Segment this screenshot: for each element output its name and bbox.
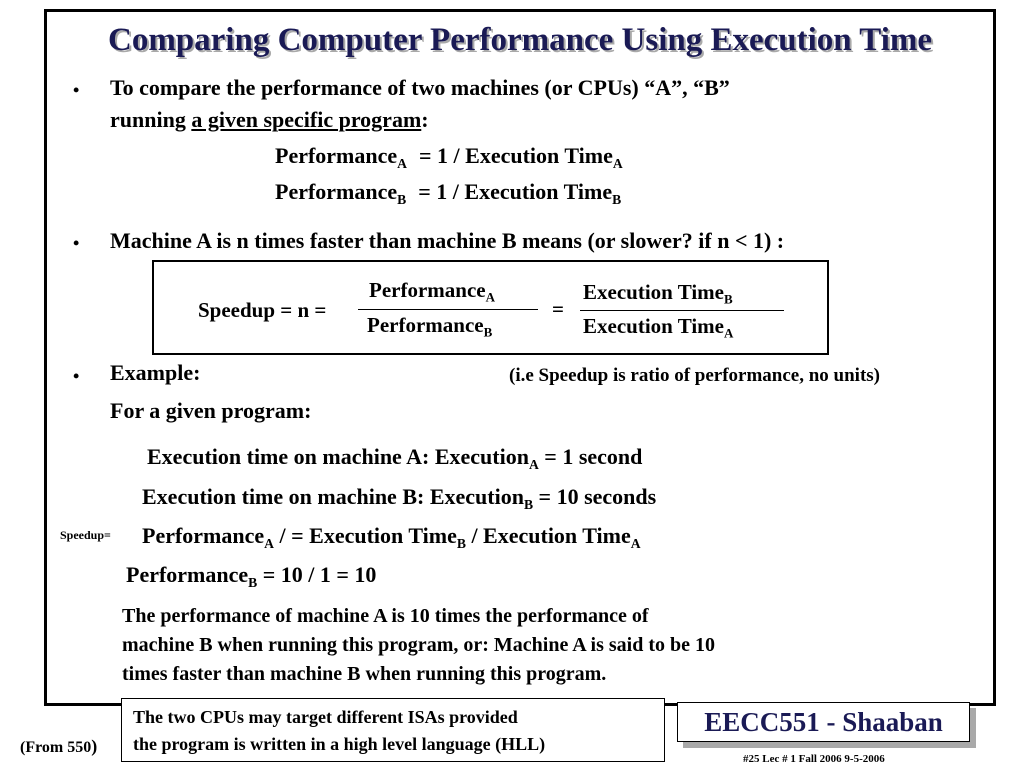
speedup-small-label: Speedup=: [60, 528, 111, 542]
speedup-num1: PerformanceA: [369, 278, 496, 305]
isa-note-line-2: the program is written in a high level l…: [133, 734, 546, 754]
slide-title: Comparing Computer Performance Using Exe…: [107, 22, 933, 58]
perf-a-word: Performance: [275, 143, 398, 168]
den1-sub: B: [483, 324, 493, 340]
given-program: For a given program:: [110, 398, 312, 423]
ratio-s3: A: [630, 535, 641, 551]
den2-word: Execution Time: [583, 314, 724, 338]
bullet1-line2-pre: running: [110, 107, 192, 132]
ratio-s1: A: [264, 535, 274, 551]
isa-note-line-1: The two CPUs may target different ISAs p…: [133, 707, 518, 727]
fraction-line-left: [358, 309, 538, 310]
den1-word: Performance: [367, 313, 484, 337]
num2-sub: B: [723, 291, 733, 307]
perf-b-formula: PerformanceB = 1 / Execution TimeB: [275, 179, 622, 207]
exec-time-b: Execution time on machine B: ExecutionB …: [142, 484, 657, 512]
num1-sub: A: [485, 289, 496, 305]
course-brand: EECC551 - Shaaban: [677, 702, 970, 742]
ratio-p1: Performance: [142, 523, 265, 548]
bullet-dot: •: [73, 80, 80, 100]
bullet3-example: Example:: [110, 360, 201, 385]
bullet2-text: Machine A is n times faster than machine…: [110, 228, 785, 253]
ratio-p2: / = Execution Time: [274, 523, 457, 548]
perf-b-result-sub: B: [248, 574, 258, 590]
speedup-note: (i.e Speedup is ratio of performance, no…: [509, 365, 881, 386]
conclusion-line-2: machine B when running this program, or:…: [122, 634, 716, 656]
perf-a-sub2: A: [612, 155, 623, 171]
perf-b-sub2: B: [612, 191, 622, 207]
slide-info: #25 Lec # 1 Fall 2006 9-5-2006: [743, 753, 885, 765]
isa-note-box: [121, 698, 665, 762]
bullet-dot: •: [73, 366, 80, 386]
perf-b-result-word: Performance: [126, 562, 249, 587]
exec-b-pre: Execution time on machine B: Execution: [142, 484, 524, 509]
perf-a-formula: PerformanceA = 1 / Execution TimeA: [275, 143, 623, 171]
speedup-den2: Execution TimeA: [583, 314, 734, 341]
bullet1-colon: :: [421, 107, 429, 132]
conclusion-line-1: The performance of machine A is 10 times…: [122, 605, 649, 627]
speedup-eq: =: [552, 297, 564, 321]
exec-time-a: Execution time on machine A: ExecutionA …: [147, 444, 643, 472]
bullet-dot: •: [73, 233, 80, 253]
from-550-label: (From 550): [20, 736, 97, 757]
ratio-line: PerformanceA / = Execution TimeB / Execu…: [142, 523, 641, 551]
bullet1-underlined: a given specific program: [191, 107, 422, 132]
bullet1-line1: To compare the performance of two machin…: [110, 75, 730, 100]
ratio-s2: B: [456, 535, 466, 551]
from-550-text: (From 550: [20, 739, 92, 756]
exec-a-post: = 1 second: [538, 444, 643, 469]
conclusion-line-3: times faster than machine B when running…: [122, 663, 607, 685]
perf-b-sub: B: [397, 191, 407, 207]
speedup-den1: PerformanceB: [367, 313, 493, 340]
bullet1-line2: running a given specific program:: [110, 107, 429, 133]
perf-a-sub: A: [397, 155, 407, 171]
den2-sub: A: [723, 325, 734, 341]
from-550-paren: ): [91, 736, 98, 756]
perf-a-mid: = 1 / Execution Time: [419, 143, 613, 168]
exec-a-pre: Execution time on machine A: Execution: [147, 444, 529, 469]
fraction-line-right: [580, 310, 784, 311]
speedup-num2: Execution TimeB: [583, 280, 733, 307]
num1-word: Performance: [369, 278, 486, 302]
exec-a-sub: A: [528, 456, 539, 472]
perf-b-word: Performance: [275, 179, 398, 204]
perf-b-result: PerformanceB = 10 / 1 = 10: [126, 562, 377, 590]
num2-word: Execution Time: [583, 280, 724, 304]
ratio-p3: / Execution Time: [465, 523, 631, 548]
perf-b-mid: = 1 / Execution Time: [418, 179, 613, 204]
perf-b-result-value: = 10 / 1 = 10: [257, 562, 377, 587]
speedup-box: [152, 260, 829, 355]
exec-b-post: = 10 seconds: [533, 484, 657, 509]
speedup-lhs: Speedup = n =: [198, 298, 327, 322]
exec-b-sub: B: [523, 496, 534, 512]
